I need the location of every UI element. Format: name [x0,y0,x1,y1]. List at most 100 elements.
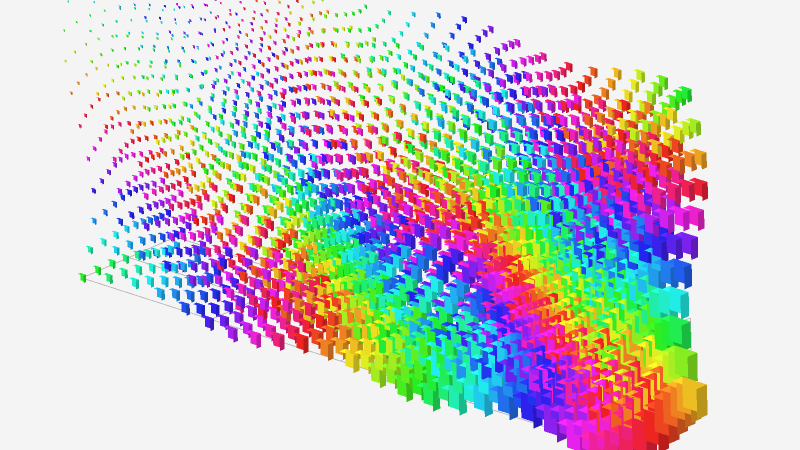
cube-marker [213,67,218,73]
cube-marker [116,188,123,196]
cube-marker [298,198,310,212]
cube-marker [281,75,288,83]
cube-marker [192,302,206,318]
cube-marker [103,124,108,130]
cube-marker [259,25,264,31]
cube-marker [266,206,277,220]
cube-marker [182,200,190,209]
cube-marker [251,64,256,70]
cube-marker [239,78,245,84]
cube-marker [263,163,273,175]
cube-marker [145,76,149,81]
cube-marker [280,100,287,108]
cube-marker [234,94,240,101]
cube-marker [203,3,206,7]
cube-marker [219,101,225,108]
cube-marker [170,37,173,41]
cube-marker [165,244,175,256]
cube-marker [305,31,311,37]
cube-marker [247,164,256,174]
cube-marker [131,185,138,194]
cube-marker [342,56,348,63]
cube-marker [179,115,185,122]
cube-marker [148,60,153,65]
cube-marker [242,7,246,11]
cube-marker [188,103,194,110]
cube-marker [171,229,180,240]
cube-marker [255,90,262,98]
cube-marker [211,114,217,121]
cube-marker [249,135,257,144]
cube-marker [247,247,259,261]
cube-marker [321,213,333,228]
cube-marker [220,300,233,315]
cube-marker [272,77,279,85]
cube-marker [258,187,268,199]
cube-marker [166,202,175,212]
cube-marker [98,178,105,185]
cube-marker [233,88,239,95]
cube-marker [252,112,260,120]
cube-marker [303,127,312,138]
cube-marker [90,187,96,195]
cube-marker [182,131,188,138]
cube-marker [117,156,123,163]
cube-marker [246,50,251,56]
cube-marker [162,217,171,227]
cube-marker [152,44,156,49]
cube-marker [177,119,183,126]
cube-marker [250,27,255,32]
cube-marker [217,113,223,120]
cube-marker [280,50,286,56]
cube-marker [196,46,200,51]
cube-marker [176,189,184,198]
cube-marker [149,153,155,161]
cube-marker [243,110,250,118]
cube-marker [241,161,249,171]
cube-marker [298,17,303,22]
cube-marker [259,42,264,48]
cube-marker [273,29,278,34]
cube-marker [167,104,172,110]
cube-marker [185,274,197,288]
cube-marker [141,121,146,127]
cube-marker [115,109,120,116]
cube-marker [270,52,276,58]
cube-marker [62,29,66,33]
cube-marker [271,250,284,266]
cube-marker [137,236,146,246]
cube-marker [243,151,251,160]
cube-marker [167,49,171,54]
cube-marker [222,27,226,32]
cube-marker [197,100,203,107]
cube-marker [239,125,246,134]
cube-marker [128,91,132,97]
cube-marker [232,294,245,310]
cube-marker [236,35,240,40]
cube-marker [213,28,216,32]
cube-marker [256,120,263,129]
cube-marker [89,104,94,109]
cube-marker [341,112,349,122]
cube-marker [308,42,313,49]
cube-marker [207,105,212,112]
cube-marker [199,215,208,226]
cube-marker [320,168,331,180]
cube-marker [137,161,143,168]
cube-marker [200,83,205,89]
cube-marker [245,80,251,87]
cube-marker [190,148,197,156]
cube-marker [211,274,223,288]
cube-marker [172,276,183,289]
cube-marker [158,275,169,288]
cube-marker [332,42,338,48]
cube-marker [163,184,170,193]
cube-marker [163,208,171,218]
cube-marker [234,42,238,47]
cube-marker [150,180,157,189]
cube-marker [243,203,253,216]
cube-marker [188,19,192,23]
cube-marker [187,20,190,24]
cube-marker [255,0,258,3]
